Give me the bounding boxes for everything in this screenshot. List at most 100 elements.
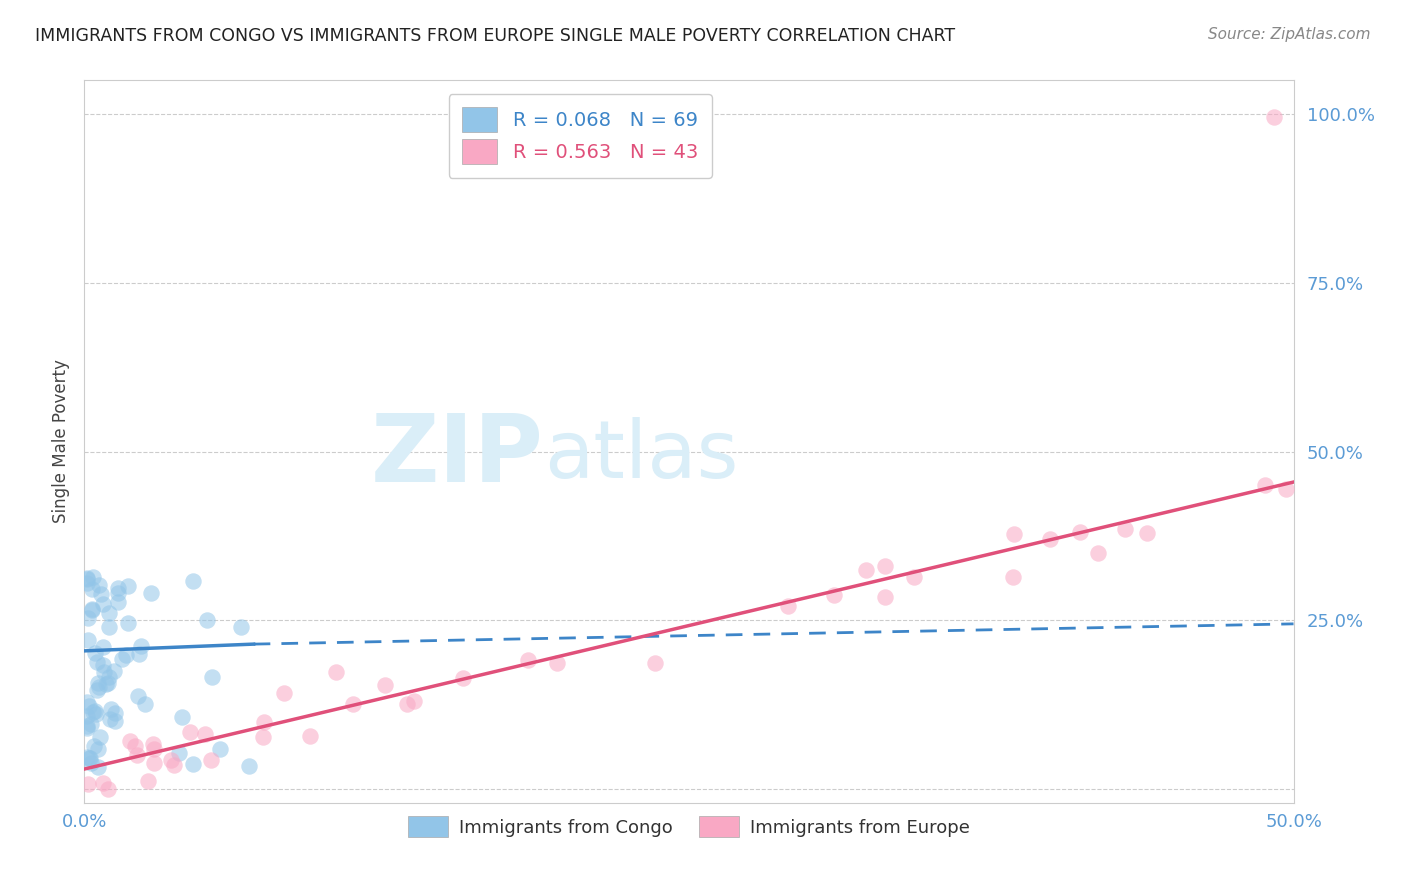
Point	[79, 756, 101, 771]
Point	[128, 648, 150, 662]
Point	[124, 739, 146, 754]
Point	[76, 709, 98, 723]
Point	[1136, 526, 1159, 541]
Point	[98, 620, 121, 634]
Point	[93, 665, 115, 680]
Point	[76, 777, 98, 791]
Point	[107, 595, 129, 609]
Point	[129, 639, 152, 653]
Point	[183, 756, 205, 771]
Point	[776, 599, 799, 613]
Legend: Immigrants from Congo, Immigrants from Europe: Immigrants from Congo, Immigrants from E…	[401, 809, 977, 845]
Point	[179, 724, 201, 739]
Point	[342, 697, 364, 711]
Point	[86, 675, 108, 690]
Point	[1263, 111, 1285, 125]
Point	[194, 727, 217, 741]
Point	[84, 706, 107, 721]
Point	[139, 586, 162, 600]
Point	[77, 611, 100, 625]
Point	[91, 597, 114, 611]
Point	[516, 653, 538, 667]
Point	[252, 731, 274, 745]
Point	[100, 702, 122, 716]
Text: atlas: atlas	[544, 417, 738, 495]
Point	[77, 698, 100, 713]
Point	[115, 648, 138, 663]
Point	[875, 559, 897, 574]
Point	[374, 678, 396, 692]
Y-axis label: Single Male Poverty: Single Male Poverty	[52, 359, 70, 524]
Point	[82, 570, 104, 584]
Point	[90, 587, 112, 601]
Point	[1039, 532, 1062, 546]
Point	[903, 570, 925, 584]
Point	[125, 748, 148, 763]
Point	[143, 741, 166, 756]
Point	[396, 697, 419, 711]
Point	[94, 677, 117, 691]
Point	[76, 721, 98, 735]
Point	[82, 705, 104, 719]
Point	[1002, 527, 1025, 541]
Point	[1001, 570, 1024, 584]
Point	[134, 698, 156, 712]
Point	[1114, 522, 1136, 536]
Point	[80, 717, 103, 731]
Text: Source: ZipAtlas.com: Source: ZipAtlas.com	[1208, 27, 1371, 42]
Point	[404, 694, 426, 708]
Point	[195, 613, 218, 627]
Point	[98, 606, 121, 620]
Text: ZIP: ZIP	[371, 410, 544, 502]
Point	[111, 652, 134, 666]
Point	[451, 671, 474, 685]
Point	[104, 714, 127, 729]
Point	[163, 757, 186, 772]
Point	[160, 753, 183, 767]
Point	[143, 756, 166, 771]
Point	[325, 665, 347, 680]
Point	[76, 571, 98, 585]
Point	[87, 578, 110, 592]
Point	[97, 782, 120, 797]
Point	[77, 751, 100, 765]
Point	[103, 665, 125, 679]
Point	[86, 759, 108, 773]
Point	[873, 590, 896, 604]
Point	[76, 695, 98, 709]
Point	[1274, 482, 1296, 496]
Point	[167, 746, 190, 760]
Point	[118, 733, 141, 747]
Point	[76, 575, 98, 590]
Point	[117, 579, 139, 593]
Point	[86, 656, 108, 670]
Point	[181, 574, 204, 589]
Point	[855, 563, 877, 577]
Point	[80, 582, 103, 596]
Point	[83, 704, 105, 718]
Point	[238, 759, 260, 773]
Point	[273, 686, 295, 700]
Point	[76, 750, 98, 764]
Point	[1254, 478, 1277, 492]
Point	[89, 730, 111, 744]
Text: IMMIGRANTS FROM CONGO VS IMMIGRANTS FROM EUROPE SINGLE MALE POVERTY CORRELATION : IMMIGRANTS FROM CONGO VS IMMIGRANTS FROM…	[35, 27, 955, 45]
Point	[97, 676, 120, 690]
Point	[172, 709, 194, 723]
Point	[93, 657, 115, 672]
Point	[1087, 546, 1109, 560]
Point	[91, 775, 114, 789]
Point	[253, 715, 276, 730]
Point	[98, 712, 121, 726]
Point	[208, 742, 231, 756]
Point	[117, 616, 139, 631]
Point	[79, 750, 101, 764]
Point	[76, 572, 98, 586]
Point	[83, 739, 105, 754]
Point	[98, 670, 121, 684]
Point	[87, 680, 110, 694]
Point	[77, 632, 100, 647]
Point	[201, 670, 224, 684]
Point	[86, 682, 108, 697]
Point	[87, 741, 110, 756]
